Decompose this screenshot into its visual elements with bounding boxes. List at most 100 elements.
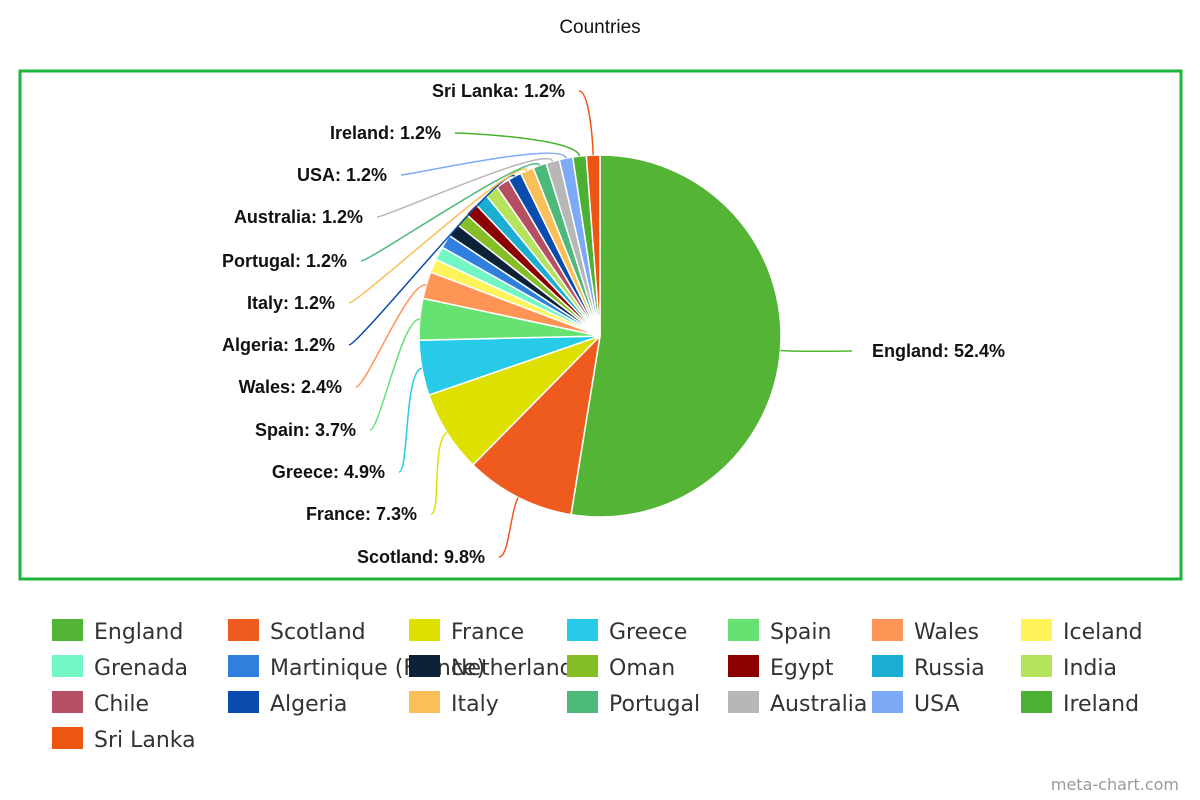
slice-label-england: England: 52.4% — [872, 341, 1005, 361]
legend-item-greece[interactable]: Greece — [567, 619, 687, 645]
leader-line-scotland — [498, 497, 519, 558]
pie-slice-sri-lanka[interactable] — [585, 154, 601, 337]
legend-item-chile[interactable]: Chile — [52, 691, 149, 717]
leader-line-france — [430, 431, 448, 515]
legend-item-egypt[interactable]: Egypt — [728, 655, 834, 681]
slice-labels: England: 52.4% Scotland: 9.8% France: 7.3%… — [222, 81, 1005, 567]
legend-label-wales: Wales — [914, 620, 979, 645]
legend-swatch-ireland — [1021, 691, 1052, 713]
legend-item-sri-lanka[interactable]: Sri Lanka — [52, 727, 196, 753]
legend-swatch-sri-lanka — [52, 727, 83, 749]
legend-item-ireland[interactable]: Ireland — [1021, 691, 1139, 717]
legend-swatch-iceland — [1021, 619, 1052, 641]
legend-swatch-portugal — [567, 691, 598, 713]
leader-line-wales — [355, 284, 427, 388]
legend-swatch-algeria — [228, 691, 259, 713]
label-leader-lines — [348, 90, 853, 558]
leader-line-italy — [348, 168, 528, 304]
pie-slice-england[interactable] — [570, 154, 782, 518]
legend: England Scotland France Greece Spain Wales Ice… — [52, 619, 1143, 753]
legend-label-france: France — [451, 620, 524, 645]
legend-item-france[interactable]: France — [409, 619, 524, 645]
legend-swatch-russia — [872, 655, 903, 677]
legend-label-india: India — [1063, 656, 1117, 681]
legend-label-greece: Greece — [609, 620, 687, 645]
plot-border — [18, 69, 1183, 581]
legend-item-oman[interactable]: Oman — [567, 655, 675, 681]
legend-label-netherlands: Netherlands — [451, 656, 585, 681]
slice-label-sri-lanka: Sri Lanka: 1.2% — [432, 81, 565, 101]
legend-label-spain: Spain — [770, 620, 831, 645]
leader-line-australia — [376, 158, 554, 218]
legend-swatch-india — [1021, 655, 1052, 677]
leader-line-greece — [398, 367, 423, 473]
slice-label-usa: USA: 1.2% — [297, 165, 387, 185]
slice-label-italy: Italy: 1.2% — [247, 293, 335, 313]
legend-label-portugal: Portugal — [609, 692, 700, 717]
legend-label-england: England — [94, 620, 183, 645]
legend-swatch-usa — [872, 691, 903, 713]
legend-item-wales[interactable]: Wales — [872, 619, 979, 645]
leader-line-spain — [369, 318, 421, 431]
legend-swatch-oman — [567, 655, 598, 677]
legend-item-russia[interactable]: Russia — [872, 655, 985, 681]
legend-label-egypt: Egypt — [770, 656, 834, 681]
legend-swatch-spain — [728, 619, 759, 641]
pie-slices — [418, 154, 782, 518]
leader-line-ireland — [454, 132, 581, 157]
slice-label-france: France: 7.3% — [306, 504, 417, 524]
legend-item-algeria[interactable]: Algeria — [228, 691, 347, 717]
legend-label-scotland: Scotland — [270, 620, 366, 645]
legend-label-sri-lanka: Sri Lanka — [94, 728, 196, 753]
legend-swatch-italy — [409, 691, 440, 713]
legend-swatch-egypt — [728, 655, 759, 677]
legend-swatch-australia — [728, 691, 759, 713]
legend-label-chile: Chile — [94, 692, 149, 717]
legend-item-grenada[interactable]: Grenada — [52, 655, 188, 681]
legend-label-iceland: Iceland — [1063, 620, 1143, 645]
legend-label-oman: Oman — [609, 656, 675, 681]
legend-label-ireland: Ireland — [1063, 692, 1139, 717]
credit-text: meta-chart.com — [1051, 775, 1179, 794]
leader-line-usa — [400, 152, 567, 176]
legend-swatch-chile — [52, 691, 83, 713]
legend-label-usa: USA — [914, 692, 960, 717]
slice-label-spain: Spain: 3.7% — [255, 420, 356, 440]
slice-label-australia: Australia: 1.2% — [234, 207, 363, 227]
legend-swatch-netherlands — [409, 655, 440, 677]
legend-item-portugal[interactable]: Portugal — [567, 691, 700, 717]
legend-label-grenada: Grenada — [94, 656, 188, 681]
slice-label-algeria: Algeria: 1.2% — [222, 335, 335, 355]
slice-label-greece: Greece: 4.9% — [272, 462, 385, 482]
legend-item-india[interactable]: India — [1021, 655, 1117, 681]
legend-label-algeria: Algeria — [270, 692, 347, 717]
legend-label-australia: Australia — [770, 692, 867, 717]
slice-label-ireland: Ireland: 1.2% — [330, 123, 441, 143]
leader-line-sri-lanka — [578, 90, 594, 156]
legend-swatch-wales — [872, 619, 903, 641]
legend-item-martinique-france[interactable]: Martinique (France) — [228, 655, 485, 681]
legend-label-italy: Italy — [451, 692, 499, 717]
legend-swatch-greece — [567, 619, 598, 641]
legend-item-usa[interactable]: USA — [872, 691, 960, 717]
legend-item-scotland[interactable]: Scotland — [228, 619, 366, 645]
legend-label-martinique-france: Martinique (France) — [270, 656, 485, 681]
legend-item-netherlands[interactable]: Netherlands — [409, 655, 585, 681]
legend-item-england[interactable]: England — [52, 619, 183, 645]
legend-label-russia: Russia — [914, 656, 985, 681]
legend-item-italy[interactable]: Italy — [409, 691, 499, 717]
legend-item-iceland[interactable]: Iceland — [1021, 619, 1143, 645]
legend-item-spain[interactable]: Spain — [728, 619, 831, 645]
legend-swatch-grenada — [52, 655, 83, 677]
legend-item-australia[interactable]: Australia — [728, 691, 867, 717]
slice-label-wales: Wales: 2.4% — [239, 377, 342, 397]
legend-swatch-england — [52, 619, 83, 641]
legend-swatch-martinique-france — [228, 655, 259, 677]
leader-line-portugal — [360, 162, 541, 262]
legend-swatch-scotland — [228, 619, 259, 641]
legend-swatch-france — [409, 619, 440, 641]
leader-line-england — [780, 349, 853, 353]
slice-label-scotland: Scotland: 9.8% — [357, 547, 485, 567]
slice-label-portugal: Portugal: 1.2% — [222, 251, 347, 271]
